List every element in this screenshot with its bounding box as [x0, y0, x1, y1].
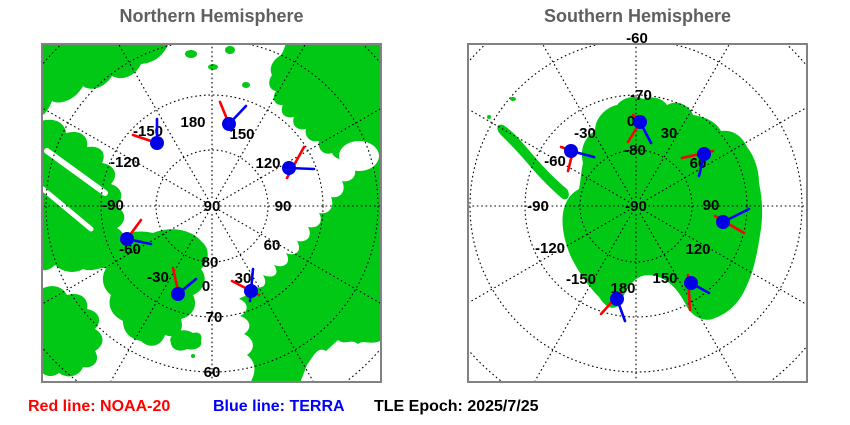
south-hemisphere-map: -60-70-80-90030-3060-6090-90120-120150-1…: [467, 30, 808, 383]
meridian-line: [533, 212, 633, 383]
graticule-label: 180: [180, 114, 205, 131]
land-greenland: [102, 229, 208, 346]
legend-terra: Blue line: TERRA: [213, 398, 345, 415]
graticule-label: -120: [110, 154, 140, 171]
land-antarctic-peninsula: [497, 124, 569, 200]
graticule-label: -30: [574, 125, 596, 142]
graticule-label: 0: [202, 278, 210, 295]
latitude-circle: [469, 43, 803, 373]
graticule-label: -90: [625, 198, 647, 215]
meridian-line: [215, 212, 315, 383]
water-arctic-channel: [44, 148, 108, 196]
south-map-labels: -60-70-80-90030-3060-6090-90120-120150-1…: [527, 30, 719, 297]
graticule-label: 120: [255, 155, 280, 172]
land-canada-south: [41, 286, 103, 377]
graticule-label: 90: [275, 198, 292, 215]
land-island: [510, 97, 516, 101]
meridian-line: [639, 212, 739, 383]
graticule-label: -60: [626, 30, 648, 47]
meridian-line: [218, 209, 382, 305]
water-barents-bay: [339, 141, 379, 171]
satellite-position-marker: [610, 292, 624, 306]
meridian-line: [41, 106, 206, 203]
meridian-line: [218, 107, 382, 203]
meridian-line: [541, 43, 633, 200]
graticule-label: -150: [566, 271, 596, 288]
north-hemisphere-title: Northern Hemisphere: [119, 6, 304, 26]
meridian-line: [642, 106, 808, 203]
graticule-label: 60: [204, 364, 221, 381]
graticule-label: -30: [147, 269, 169, 286]
latitude-circle: [524, 94, 748, 318]
latitude-circle: [155, 149, 269, 263]
graticule-label: 90: [204, 198, 221, 215]
meridian-line: [639, 43, 731, 200]
north-satellites: [120, 100, 316, 303]
meridian-line: [642, 209, 808, 306]
land-island: [487, 115, 491, 119]
north-graticule: [41, 43, 382, 383]
meridian-line: [109, 212, 209, 383]
legend-noaa20: Red line: NOAA-20: [28, 398, 171, 415]
latitude-circle: [45, 43, 379, 373]
graticule-label: 0: [627, 113, 635, 130]
graticule-label: -90: [527, 198, 549, 215]
meridian-line: [41, 209, 206, 306]
graticule-label: -120: [535, 240, 565, 257]
land-island: [185, 50, 197, 58]
meridian-line: [117, 43, 209, 200]
satellite-position-marker: [684, 276, 698, 290]
satellite-position-marker: [150, 136, 164, 150]
graticule-label: 80: [202, 254, 219, 271]
graticule-label: -90: [102, 197, 124, 214]
graticule-label: 30: [661, 125, 678, 142]
south-satellites: [559, 113, 751, 323]
water-arctic-channel: [41, 186, 94, 232]
latitude-circle: [579, 149, 693, 263]
south-hemisphere-title: Southern Hemisphere: [543, 6, 732, 26]
land-eurasia: [239, 43, 382, 383]
south-land-group: [487, 97, 763, 320]
satellite-position-marker: [633, 115, 647, 129]
satellite-position-marker: [282, 161, 296, 175]
satellite-position-marker: [120, 232, 134, 246]
land-north-america: [41, 119, 125, 272]
land-antarctica: [562, 97, 763, 320]
land-island: [242, 82, 250, 88]
graticule-label: 150: [652, 270, 677, 287]
graticule-label: 120: [685, 241, 710, 258]
land-island: [208, 64, 218, 70]
graticule-label: -150: [133, 123, 163, 140]
south-map-border: [467, 43, 808, 383]
meridian-line: [467, 209, 630, 305]
north-map-labels: 90807060180150-150120-12090-9060-6030-30…: [102, 114, 291, 381]
satellite-position-marker: [222, 117, 236, 131]
graticule-label: -60: [544, 153, 566, 170]
satellite-position-marker: [171, 287, 185, 301]
graticule-label: 150: [229, 126, 254, 143]
latitude-circle: [100, 94, 324, 318]
satellite-position-marker: [716, 215, 730, 229]
north-hemisphere-map: 90807060180150-150120-12090-9060-6030-30…: [41, 43, 382, 383]
north-map-border: [41, 43, 382, 383]
graticule-label: -70: [630, 87, 652, 104]
graticule-label: 70: [206, 309, 223, 326]
tle-epoch-label: TLE Epoch: 2025/7/25: [374, 398, 539, 415]
satellite-position-marker: [244, 284, 258, 298]
graticule-label: -80: [624, 142, 646, 159]
land-islet: [191, 354, 195, 358]
satellite-position-marker: [697, 147, 711, 161]
north-land-group: [41, 43, 382, 383]
meridian-line: [215, 43, 307, 200]
satellite-position-marker: [564, 144, 578, 158]
graticule-label: 30: [235, 270, 252, 287]
land-island: [225, 46, 235, 54]
meridian-line: [467, 107, 630, 203]
graticule-label: 60: [264, 237, 281, 254]
south-graticule: [467, 43, 808, 383]
graticule-label: 90: [703, 197, 720, 214]
land-iceland: [170, 330, 202, 351]
